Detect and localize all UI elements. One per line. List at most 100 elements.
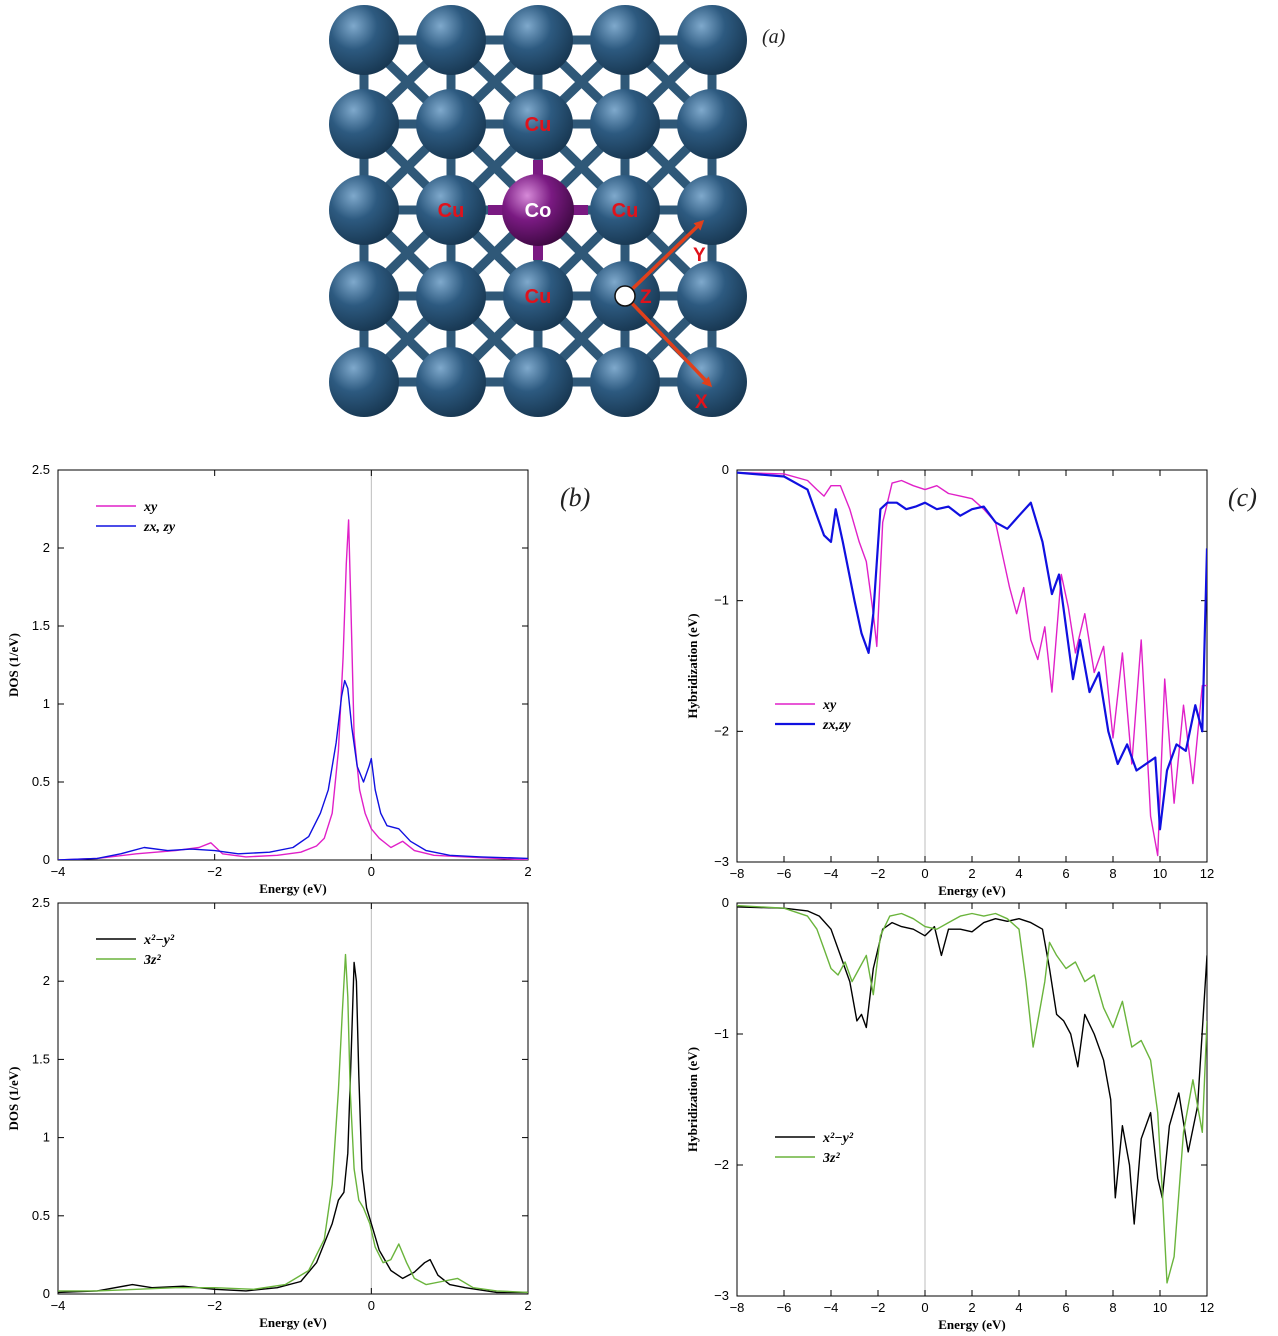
- y-tick-label: 1: [43, 696, 50, 711]
- cu-atom: [329, 5, 399, 75]
- x-tick-label: −6: [777, 866, 792, 881]
- legend-label: xy: [822, 698, 837, 713]
- x-tick-label: −8: [730, 1300, 745, 1315]
- cu-atom: [416, 5, 486, 75]
- panel-label: (c): [1228, 483, 1257, 512]
- y-tick-label: −2: [714, 723, 729, 738]
- cu-atom: [677, 89, 747, 159]
- series-line-1: [58, 519, 528, 860]
- y-axis-title: Hybridization (eV): [685, 1047, 700, 1152]
- y-tick-label: 0: [43, 1286, 50, 1301]
- cu-atom: [416, 347, 486, 417]
- cu-atom: [590, 89, 660, 159]
- x-tick-label: 6: [1062, 1300, 1069, 1315]
- y-tick-label: 2.5: [32, 895, 50, 910]
- x-tick-label: −2: [871, 866, 886, 881]
- legend-label: 3z²: [143, 953, 161, 968]
- plot-frame: [736, 902, 1208, 1297]
- cu-atom: [677, 347, 747, 417]
- cu-atom: [590, 175, 660, 245]
- legend-label: x²−y²: [143, 933, 175, 948]
- y-tick-label: −3: [714, 854, 729, 869]
- cu-atom: [503, 347, 573, 417]
- atom-label-cu: Cu: [612, 200, 639, 222]
- y-tick-label: 2.5: [32, 462, 50, 477]
- cu-atom: [416, 175, 486, 245]
- legend-label: x²−y²: [822, 1131, 854, 1146]
- x-tick-label: 10: [1153, 866, 1167, 881]
- x-axis-title: Energy (eV): [938, 1317, 1006, 1332]
- x-axis-title: Energy (eV): [259, 881, 327, 896]
- x-tick-label: −2: [871, 1300, 886, 1315]
- z-axis-label: Z: [640, 287, 652, 308]
- co-atom: [502, 174, 574, 246]
- x-tick-label: 0: [921, 866, 928, 881]
- y-tick-label: −2: [714, 1157, 729, 1172]
- y-axis-label: Y: [693, 245, 706, 266]
- y-axis-title: DOS (1/eV): [6, 633, 21, 697]
- plot-frame: [736, 469, 1208, 863]
- legend-label: 3z²: [822, 1151, 840, 1166]
- x-tick-label: 0: [921, 1300, 928, 1315]
- cu-atom: [677, 5, 747, 75]
- y-tick-label: 0.5: [32, 774, 50, 789]
- y-axis-title: DOS (1/eV): [6, 1067, 21, 1131]
- lattice-panel: Cu Cu Cu Cu Co Y Z X (a): [329, 5, 786, 417]
- plot-frame: [57, 469, 529, 861]
- legend-label: zx,zy: [822, 718, 851, 733]
- x-tick-label: −2: [207, 864, 222, 879]
- y-tick-label: −3: [714, 1288, 729, 1303]
- x-tick-label: 2: [968, 866, 975, 881]
- y-tick-label: −1: [714, 593, 729, 608]
- series-line-2: [737, 904, 1207, 1284]
- plot-frame: [57, 902, 529, 1295]
- y-tick-label: 2: [43, 540, 50, 555]
- z-axis-origin: [614, 285, 636, 307]
- cu-atom: [329, 175, 399, 245]
- atom-label-cu: Cu: [438, 200, 465, 222]
- x-axis-arrow: [623, 294, 713, 388]
- x-tick-label: −2: [207, 1298, 222, 1313]
- x-tick-label: 2: [968, 1300, 975, 1315]
- cu-atom: [329, 347, 399, 417]
- x-tick-label: 4: [1015, 1300, 1022, 1315]
- cu-atom: [677, 261, 747, 331]
- dos-chart-x2y2-3z2: −4 −2 0 2 0 0.5 1 1.5 2 2.5 Energy (eV) DOS (1/eV) x…: [6, 895, 532, 1330]
- y-tick-label: 1.5: [32, 618, 50, 633]
- x-tick-label: 2: [524, 1298, 531, 1313]
- x-tick-label: 8: [1109, 866, 1116, 881]
- cu-atom: [590, 5, 660, 75]
- y-tick-label: 0: [722, 895, 729, 910]
- x-tick-label: 2: [524, 864, 531, 879]
- series-line-2: [737, 471, 1207, 831]
- series-line-1: [58, 961, 528, 1294]
- series-line-2: [58, 679, 528, 860]
- x-tick-label: −8: [730, 866, 745, 881]
- cu-atom: [416, 89, 486, 159]
- y-axis-arrow: [623, 219, 705, 298]
- cu-atom: [329, 261, 399, 331]
- x-axis-title: Energy (eV): [259, 1315, 327, 1330]
- atom-label-cu: Cu: [525, 286, 552, 308]
- x-tick-label: −4: [51, 1298, 66, 1313]
- y-tick-label: 2: [43, 973, 50, 988]
- x-tick-label: 4: [1015, 866, 1022, 881]
- atom-label-cu: Cu: [525, 114, 552, 136]
- x-tick-label: 8: [1109, 1300, 1116, 1315]
- x-tick-label: 12: [1200, 866, 1214, 881]
- series-line-1: [737, 471, 1207, 857]
- legend-label: xy: [143, 500, 158, 515]
- atom-label-co: Co: [525, 200, 552, 222]
- x-tick-label: 10: [1153, 1300, 1167, 1315]
- y-tick-label: −1: [714, 1026, 729, 1041]
- y-axis-title: Hybridization (eV): [685, 613, 700, 718]
- x-tick-label: −4: [824, 1300, 839, 1315]
- series-line-2: [58, 953, 528, 1294]
- series-line-1: [737, 906, 1207, 1225]
- x-axis-label: X: [695, 392, 708, 413]
- cu-atom: [416, 261, 486, 331]
- x-tick-label: −6: [777, 1300, 792, 1315]
- x-tick-label: −4: [51, 864, 66, 879]
- cu-atom: [503, 261, 573, 331]
